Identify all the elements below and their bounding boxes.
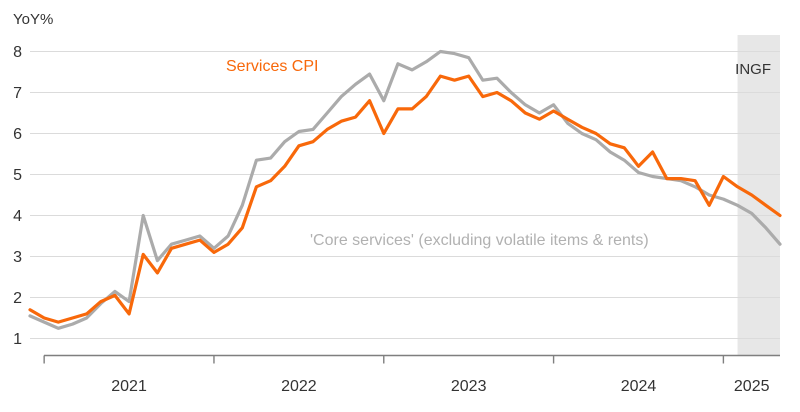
x-tick-label: 2024 [621,378,657,395]
y-tick-label: 4 [13,208,22,225]
series-label-core-services: 'Core services' (excluding volatile item… [310,232,649,249]
y-tick-label: 7 [13,85,22,102]
y-tick-label: 6 [13,126,22,143]
forecast-label: INGF [735,61,771,78]
y-tick-label: 5 [13,167,22,184]
series-line-services-cpi [28,74,782,324]
y-tick-label: 3 [13,249,22,266]
y-tick-label: 1 [13,331,22,348]
y-tick-label: 2 [13,290,22,307]
x-tick-label: 2025 [734,378,770,395]
forecast-band [737,35,780,356]
series-label-services-cpi: Services CPI [226,58,319,75]
y-tick-label: 8 [13,44,22,61]
y-axis-unit-label: YoY% [13,11,54,28]
x-tick-label: 2021 [111,378,147,395]
x-tick-label: 2023 [451,378,487,395]
x-tick-label: 2022 [281,378,317,395]
series-line-core-services [28,49,782,330]
